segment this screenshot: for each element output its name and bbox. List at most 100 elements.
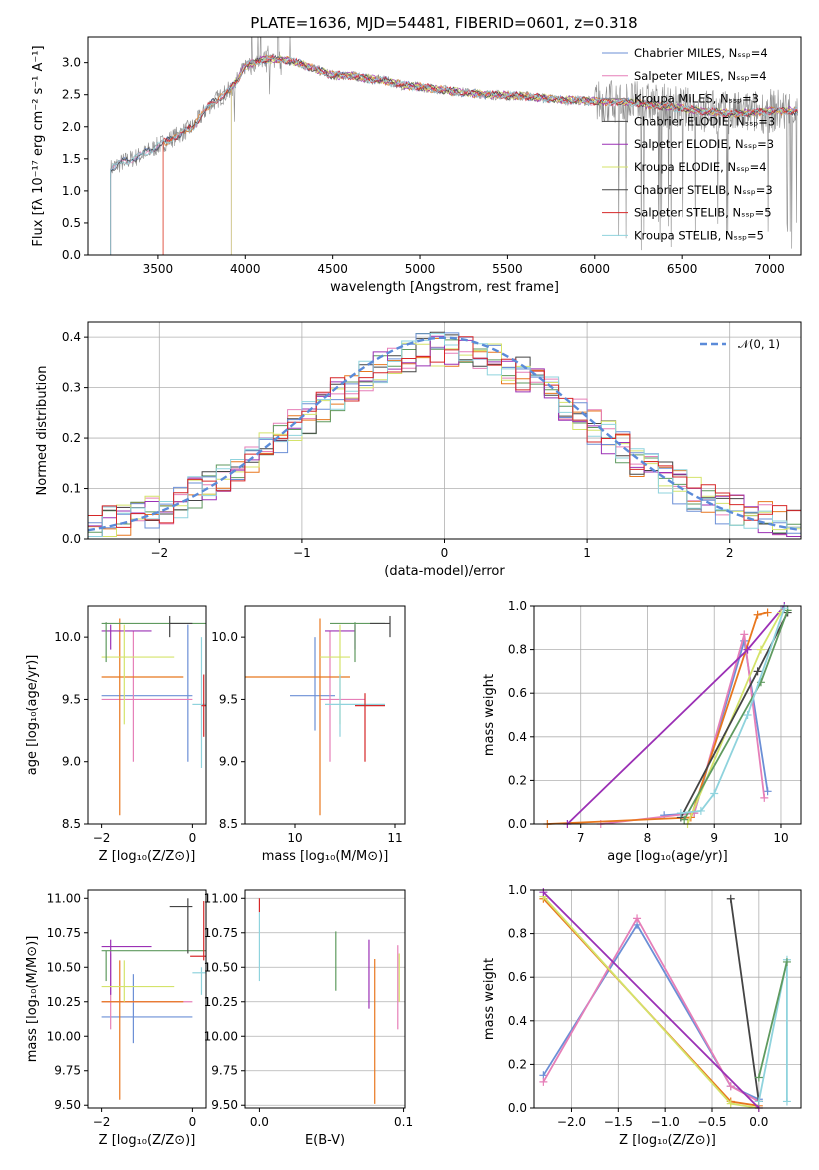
x-axis-label: age [log₁₀(age/yr)]	[607, 849, 728, 864]
x-axis-label: Z [log₁₀(Z/Z⊙)]	[99, 849, 196, 864]
y-tick-label: 10.75	[47, 926, 81, 940]
point-cyan	[782, 1097, 791, 1106]
x-tick-label: 4000	[230, 262, 261, 276]
y-tick-label: 0.2	[508, 1057, 527, 1071]
spectrum-y-label: Flux [fλ 10⁻¹⁷ erg cm⁻² s⁻¹ A⁻¹]	[31, 45, 46, 246]
point-dark	[753, 667, 762, 676]
x-tick-label: −1	[293, 546, 311, 560]
error-crosses	[101, 898, 206, 1100]
axes-frame	[87, 605, 207, 825]
y-tick-label: 9.0	[219, 755, 238, 769]
y-tick-label: 10.50	[47, 960, 81, 974]
x-tick-label: 11	[387, 831, 402, 845]
x-tick-label: 5500	[492, 262, 523, 276]
x-tick-label: 1	[583, 546, 591, 560]
y-tick-label: 1.5	[62, 152, 81, 166]
point-orange	[763, 608, 772, 617]
z-massweight-panel: −2.0 −1.5 −1.0 −0.5 0.0 Z [log₁₀(Z/Z⊙)] 0.0 0.2…	[482, 883, 802, 1148]
point-purple	[743, 645, 752, 654]
axes-frame	[87, 889, 207, 1109]
point-blue	[763, 787, 772, 796]
model-spectrum-blue	[110, 55, 798, 255]
y-tick-label: 9.75	[211, 1064, 238, 1078]
axes-frame	[87, 321, 802, 540]
y-tick-label: 0.0	[62, 248, 81, 262]
ebv-mass-panel: 9.50 9.75 10.00 10.25 10.50 10.75 11.00 0.0 0.1 E…	[204, 889, 413, 1148]
y-tick-label: 0.3	[62, 381, 81, 395]
axes-frame	[244, 889, 406, 1109]
y-tick-label: 2.5	[62, 88, 81, 102]
spectrum-panel: 3500 4000 4500 5000 5500 6000 6500 7000 waveleng…	[31, 36, 802, 295]
x-tick-label: 0.1	[394, 1115, 413, 1129]
y-tick-label: 9.5	[62, 692, 81, 706]
point-pink	[726, 1082, 735, 1091]
histogram-cyan	[88, 333, 801, 537]
x-axis-label: Z [log₁₀(Z/Z⊙)]	[99, 1133, 196, 1148]
y-tick-label: 0.4	[508, 1014, 527, 1028]
axes-frame	[87, 36, 802, 256]
histograms	[88, 331, 801, 537]
legend-entry: Kroupa ELODIE, Nₛₛₚ=4	[634, 160, 767, 174]
histogram-y-label: Normed distribution	[35, 366, 50, 496]
axes-frame	[533, 889, 802, 1109]
y-tick-label: 10.50	[204, 960, 238, 974]
legend-entry: Salpeter STELIB, Nₛₛₚ=5	[634, 206, 772, 220]
x-tick-label: −2	[93, 831, 111, 845]
legend-entry: Chabrier MILES, Nₛₛₚ=4	[634, 46, 768, 60]
mass-age-panel: 10 11 mass [log₁₀(M/M⊙)] 8.5 9.0 9.5 10.0	[211, 605, 406, 864]
legend-entry: Chabrier STELIB, Nₛₛₚ=3	[634, 183, 773, 197]
y-tick-label: 0.4	[62, 330, 81, 344]
residual-histogram-panel: −2 −1 0 1 2 (data-model)/error 0.0 0.1 0.2 0.3 0.4…	[35, 321, 802, 579]
spectrum-lines	[110, 37, 798, 255]
y-tick-label: 11.00	[204, 891, 238, 905]
point-cyan	[743, 711, 752, 719]
y-tick-label: 9.5	[219, 692, 238, 706]
y-tick-label: 10.00	[204, 1029, 238, 1043]
y-tick-label: 11.00	[47, 891, 81, 905]
legend-entry: 𝒩(0, 1)	[738, 337, 780, 351]
y-tick-label: 1.0	[62, 184, 81, 198]
x-tick-label: 0.0	[749, 1115, 768, 1129]
model-spectrum-grey	[110, 54, 798, 255]
histogram-red	[88, 336, 801, 534]
y-tick-label: 3.0	[62, 56, 81, 70]
legend-entry: Kroupa MILES, Nₛₛₚ=3	[634, 92, 759, 106]
point-green	[680, 815, 689, 824]
x-tick-label: 0	[441, 546, 449, 560]
y-axis-label: mass weight	[482, 958, 497, 1040]
spectrum-x-label: wavelength [Angstrom, rest frame]	[330, 280, 559, 295]
line-purple	[566, 605, 785, 825]
x-tick-label: −1.5	[604, 1115, 633, 1129]
model-spectrum-dark	[110, 54, 798, 255]
y-tick-label: 0.8	[508, 927, 527, 941]
x-tick-label: 0	[189, 1115, 197, 1129]
y-tick-label: 8.5	[219, 817, 238, 831]
x-tick-label: 4500	[317, 262, 348, 276]
point-cyan	[676, 809, 685, 818]
x-tick-label: 7	[577, 831, 585, 845]
y-axis-label: mass weight	[482, 674, 497, 756]
point-cyan	[696, 806, 705, 815]
point-cyan	[710, 789, 719, 798]
y-tick-label: 0.1	[62, 482, 81, 496]
axes-frame	[244, 605, 406, 825]
y-tick-label: 0.0	[508, 817, 527, 831]
x-tick-label: 3500	[143, 262, 174, 276]
line-yellow	[686, 612, 782, 825]
x-tick-label: 6000	[580, 262, 611, 276]
x-tick-label: 10	[773, 831, 788, 845]
y-tick-label: 0.4	[508, 730, 527, 744]
line-green	[757, 961, 788, 1078]
histogram-x-label: (data-model)/error	[384, 564, 505, 579]
point-yellow	[756, 645, 765, 654]
y-axis-label: mass [log₁₀(M/M⊙)]	[25, 936, 40, 1063]
x-tick-label: −0.5	[697, 1115, 726, 1129]
y-tick-label: 10.25	[47, 995, 81, 1009]
point-dark	[726, 894, 735, 903]
x-tick-label: 0.0	[250, 1115, 269, 1129]
x-tick-label: −2.0	[557, 1115, 586, 1129]
y-tick-label: 10.00	[47, 1029, 81, 1043]
model-spectrum-red	[162, 54, 798, 255]
model-spectrum-cyan	[110, 55, 798, 255]
point-pink	[740, 630, 749, 639]
